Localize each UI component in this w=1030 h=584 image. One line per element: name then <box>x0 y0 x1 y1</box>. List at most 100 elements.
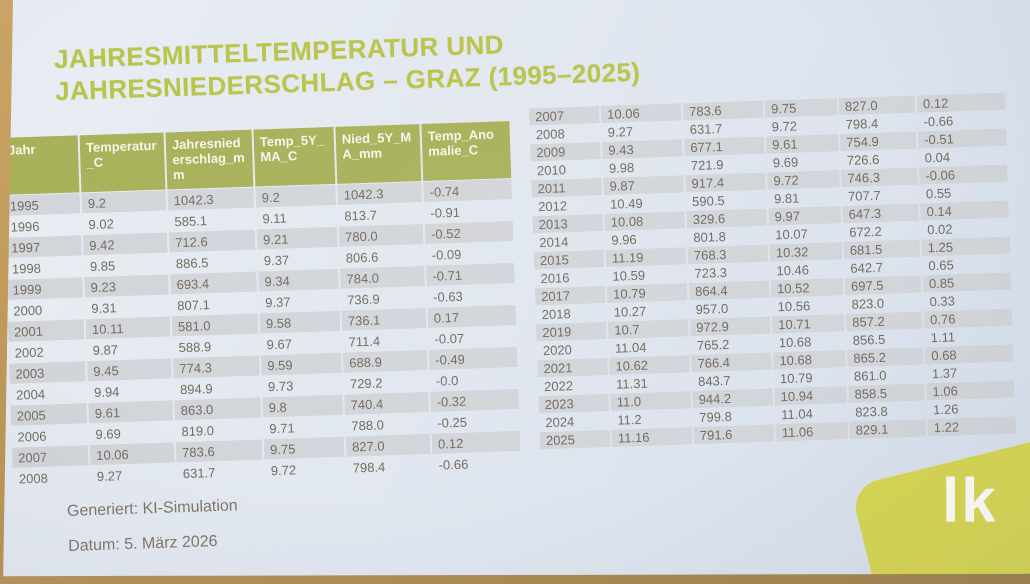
table-cell: 721.9 <box>690 157 724 174</box>
table-cell: 9.69 <box>772 154 799 171</box>
table-cell: 10.59 <box>612 267 646 284</box>
table-cell: 917.4 <box>685 172 766 193</box>
table-cell: 2004 <box>15 386 46 403</box>
table-cell: 726.6 <box>846 151 880 168</box>
table-cell: 0.55 <box>925 185 952 202</box>
table-cell: 9.87 <box>92 341 119 358</box>
table-cell: 746.3 <box>841 167 918 188</box>
table-cell: 9.75 <box>764 98 838 118</box>
table-cell: 590.5 <box>691 193 725 210</box>
table-cell: 1997 <box>4 235 82 258</box>
table-cell: -0.51 <box>917 128 1007 149</box>
table-cell: 791.6 <box>693 424 775 445</box>
table-cell: 10.7 <box>608 319 689 339</box>
table-cell: 631.7 <box>182 464 216 481</box>
table-cell: 10.08 <box>604 211 685 231</box>
table-cell: 9.8 <box>262 394 343 418</box>
table-cell: -0.09 <box>431 246 462 263</box>
table-cell: 0.65 <box>928 257 954 274</box>
table-cell: -0.71 <box>426 263 515 286</box>
table-cell: 588.9 <box>178 338 212 355</box>
table-cell: 9.72 <box>771 118 798 135</box>
table-cell: 972.9 <box>689 316 771 337</box>
table-cell: 1.26 <box>932 401 959 418</box>
table-cell: 9.21 <box>256 226 338 250</box>
table-cell: 0.85 <box>922 272 1012 293</box>
lk-logo-text: lk <box>942 466 998 536</box>
table-cell: -0.63 <box>432 288 463 305</box>
table-cell: 2009 <box>530 142 601 162</box>
table-cell: 813.7 <box>344 207 378 224</box>
table-header-cell: Temperatur_C <box>79 132 166 193</box>
table-cell: 0.12 <box>916 92 1006 113</box>
table-cell: 10.71 <box>771 314 845 334</box>
table-cell: 9.87 <box>603 175 684 196</box>
table-cell: 642.7 <box>850 259 884 276</box>
table-cell: 10.52 <box>770 278 844 298</box>
table-cell: 2005 <box>10 403 88 426</box>
table-cell: 2016 <box>540 270 570 287</box>
table-cell: 1995 <box>3 193 81 216</box>
table-cell: 11.16 <box>611 427 693 447</box>
table-cell: 843.7 <box>697 372 731 389</box>
table-cell: 886.5 <box>175 254 209 271</box>
table-cell: 740.4 <box>344 391 429 415</box>
table-cell: 11.2 <box>617 411 642 428</box>
table-cell: 2003 <box>9 361 86 384</box>
table-cell: 631.7 <box>689 121 723 138</box>
table-cell: 10.68 <box>773 350 846 370</box>
table-cell: 707.7 <box>847 187 881 204</box>
table-cell: 9.2 <box>255 184 337 208</box>
table-cell: 806.6 <box>345 249 379 266</box>
table-cell: 2007 <box>11 445 89 468</box>
table-cell: 0.12 <box>431 430 521 454</box>
table-cell: 2001 <box>7 319 85 342</box>
table-cell: 10.56 <box>777 298 811 315</box>
table-cell: 798.4 <box>845 115 879 132</box>
table-cell: 2019 <box>536 321 607 342</box>
table-cell: -0.25 <box>437 414 468 431</box>
table-cell: 711.4 <box>348 333 381 350</box>
table-cell: 693.4 <box>170 271 257 295</box>
table-cell: 1996 <box>10 218 40 235</box>
table-cell: 2022 <box>543 378 574 395</box>
table-cell: 0.17 <box>427 304 517 328</box>
table-cell: 11.06 <box>775 422 849 442</box>
table-cell: 681.5 <box>843 239 921 260</box>
table-cell: 0.33 <box>929 293 956 310</box>
table-cell: 1.06 <box>926 380 1015 401</box>
table-cell: 10.06 <box>600 103 682 124</box>
table-cell: 9.81 <box>773 190 800 207</box>
table-cell: 0.04 <box>924 149 951 166</box>
table-cell: -0.66 <box>923 113 954 130</box>
table-cell: 2002 <box>14 344 44 361</box>
table-cell: 2020 <box>542 342 573 359</box>
table-cell: 10.06 <box>89 442 175 466</box>
table-cell: 863.0 <box>174 397 262 421</box>
table-cell: 1042.3 <box>337 182 422 205</box>
table-cell: 783.6 <box>682 100 764 121</box>
table-cell: 788.0 <box>351 416 385 433</box>
table-cell: 9.96 <box>611 231 637 248</box>
table-cell: 9.45 <box>87 358 172 382</box>
table-cell: 1998 <box>11 260 42 277</box>
table-cell: 783.6 <box>175 439 263 463</box>
table-cell: 9.58 <box>259 310 341 334</box>
table-cell: 2021 <box>537 357 608 378</box>
table-cell: 2000 <box>13 302 43 319</box>
table-cell: 765.2 <box>696 336 730 353</box>
table-cell: 10.07 <box>774 226 809 243</box>
table-cell: 9.75 <box>263 436 345 460</box>
table-cell: 9.59 <box>260 352 342 376</box>
table-cell: 2008 <box>535 126 565 143</box>
table-cell: 0.02 <box>926 221 953 238</box>
table-cell: 798.4 <box>352 458 386 475</box>
table-cell: 9.61 <box>88 400 174 424</box>
table-header-cell: Jahresniederschlag_mm <box>165 129 254 190</box>
table-cell: 736.9 <box>346 290 380 308</box>
table-cell: 11.19 <box>605 247 687 267</box>
table-cell: 9.85 <box>89 257 116 274</box>
table-cell: 9.72 <box>767 170 840 190</box>
table-cell: 677.1 <box>684 136 765 157</box>
